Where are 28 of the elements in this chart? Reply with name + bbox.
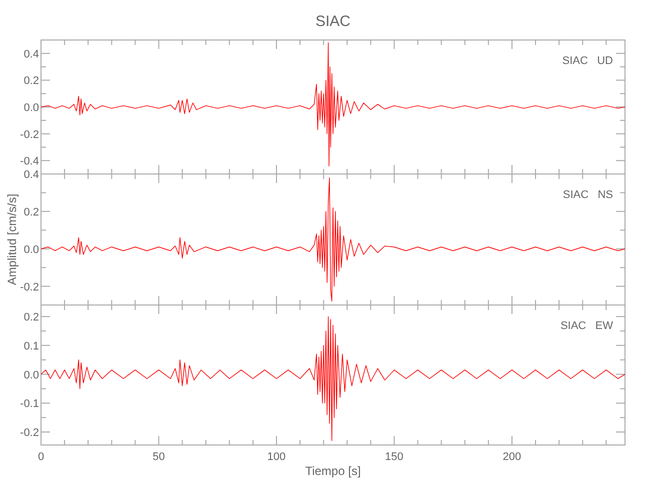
x-tick-label: 50 (152, 451, 165, 463)
annotation: SIAC UD (562, 55, 614, 67)
y-tick-label: 0.2 (24, 206, 39, 218)
y-tick-label: -0.2 (20, 281, 39, 294)
x-tick-label: 200 (502, 451, 522, 463)
chart-title: SIAC (315, 13, 351, 30)
y-tick-label: 0.1 (24, 340, 39, 352)
y-tick-label: 0.2 (24, 312, 39, 324)
annotation: SIAC EW (560, 320, 614, 332)
y-tick-label: 0.0 (24, 244, 39, 256)
annotation: SIAC NS (562, 189, 613, 201)
x-tick-label: 0 (38, 451, 44, 463)
y-tick-label: 0.0 (24, 102, 39, 114)
x-tick-label: 150 (385, 451, 404, 463)
line-series (41, 42, 625, 166)
line-series (41, 316, 625, 442)
y-axis-title: Amplitud [cm/s/s] (5, 194, 19, 286)
y-tick-label: -0.2 (20, 128, 39, 141)
y-tick-label: 0.4 (24, 169, 39, 181)
y-tick-label: 0.0 (24, 369, 39, 382)
x-tick-label: 100 (267, 451, 286, 463)
line-series (41, 177, 625, 302)
y-tick-label: -0.1 (20, 398, 39, 410)
y-tick-label: 0.4 (24, 48, 39, 60)
y-tick-label: 0.2 (24, 75, 39, 88)
y-tick-label: -0.4 (20, 156, 39, 168)
y-tick-label: -0.2 (20, 427, 39, 440)
x-axis-title: Tiempo [s] (305, 464, 361, 478)
